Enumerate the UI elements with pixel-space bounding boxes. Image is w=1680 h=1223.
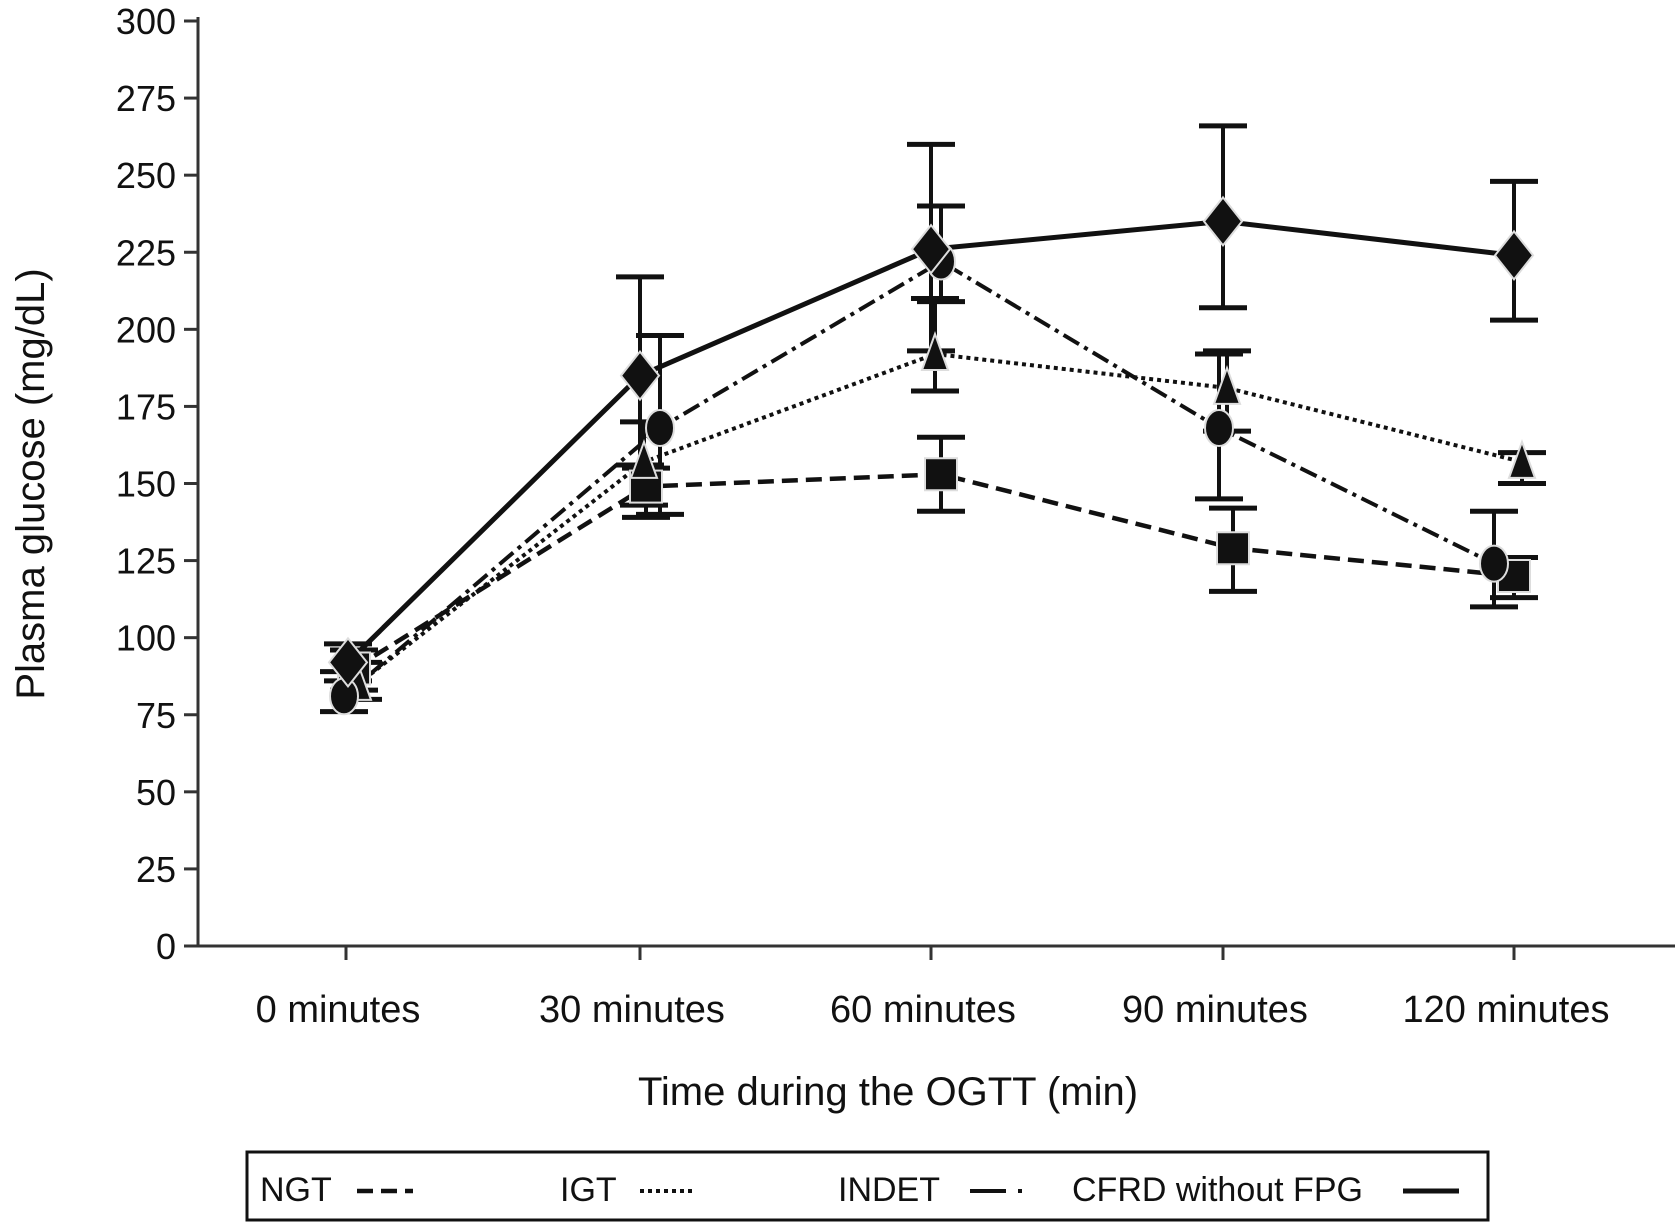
y-tick-label: 100 [116,618,176,659]
data-point-ngt [924,457,958,492]
series-line-igt [356,351,1523,686]
x-tick-label: 60 minutes [830,989,1016,1031]
data-point-igt [920,331,950,371]
legend: NGT IGT INDET CFRD without FPG [245,1150,1490,1222]
y-tick-label: 125 [116,541,176,582]
legend-label-ngt: NGT [260,1171,332,1209]
y-tick-label: 300 [116,1,176,42]
y-tick-label: 200 [116,309,176,350]
y-tick-label: 50 [136,772,176,813]
legend-label-indet: INDET [838,1171,940,1209]
data-point-cfrd-without-fpg [327,636,369,688]
y-tick-label: 150 [116,464,176,505]
error-bars [320,123,1546,715]
x-axis-label: Time during the OGTT (min) [638,1070,1138,1114]
y-tick-label: 175 [116,386,176,427]
data-markers [327,195,1537,716]
y-tick-label: 0 [156,926,176,967]
data-point-igt [1212,364,1242,405]
y-tick-label: 275 [116,78,176,119]
legend-label-igt: IGT [560,1171,617,1209]
data-point-indet [1479,544,1509,583]
axes: 0 25 50 75 100 125 150 175 200 225 250 275 300 0 minu… [116,1,1675,1031]
legend-box [245,1150,1490,1222]
data-point-cfrd-without-fpg [1493,229,1535,281]
data-point-cfrd-without-fpg [910,223,952,275]
data-point-igt [629,438,659,479]
legend-label-cfrd-without-fpg: CFRD without FPG [1072,1171,1363,1209]
y-tick-label: 225 [116,232,176,273]
x-tick-label: 120 minutes [1402,989,1609,1031]
y-tick-label: 75 [136,695,176,736]
x-tick-label: 0 minutes [256,989,421,1031]
data-point-indet [1204,409,1234,447]
y-axis-label: Plasma glucose (mg/dL) [9,268,53,699]
y-tick-label: 250 [116,155,176,196]
data-point-indet [329,677,359,716]
x-tick-label: 30 minutes [539,989,725,1031]
series-line-indet [342,259,1495,698]
data-point-indet [645,409,675,447]
data-point-cfrd-without-fpg [619,349,661,402]
x-tick-label: 90 minutes [1122,989,1308,1031]
y-tick-label: 25 [136,849,176,890]
series-line-ngt [352,471,1515,671]
data-point-ngt [1216,531,1250,566]
data-point-cfrd-without-fpg [1202,195,1244,248]
data-point-igt [1507,438,1537,479]
